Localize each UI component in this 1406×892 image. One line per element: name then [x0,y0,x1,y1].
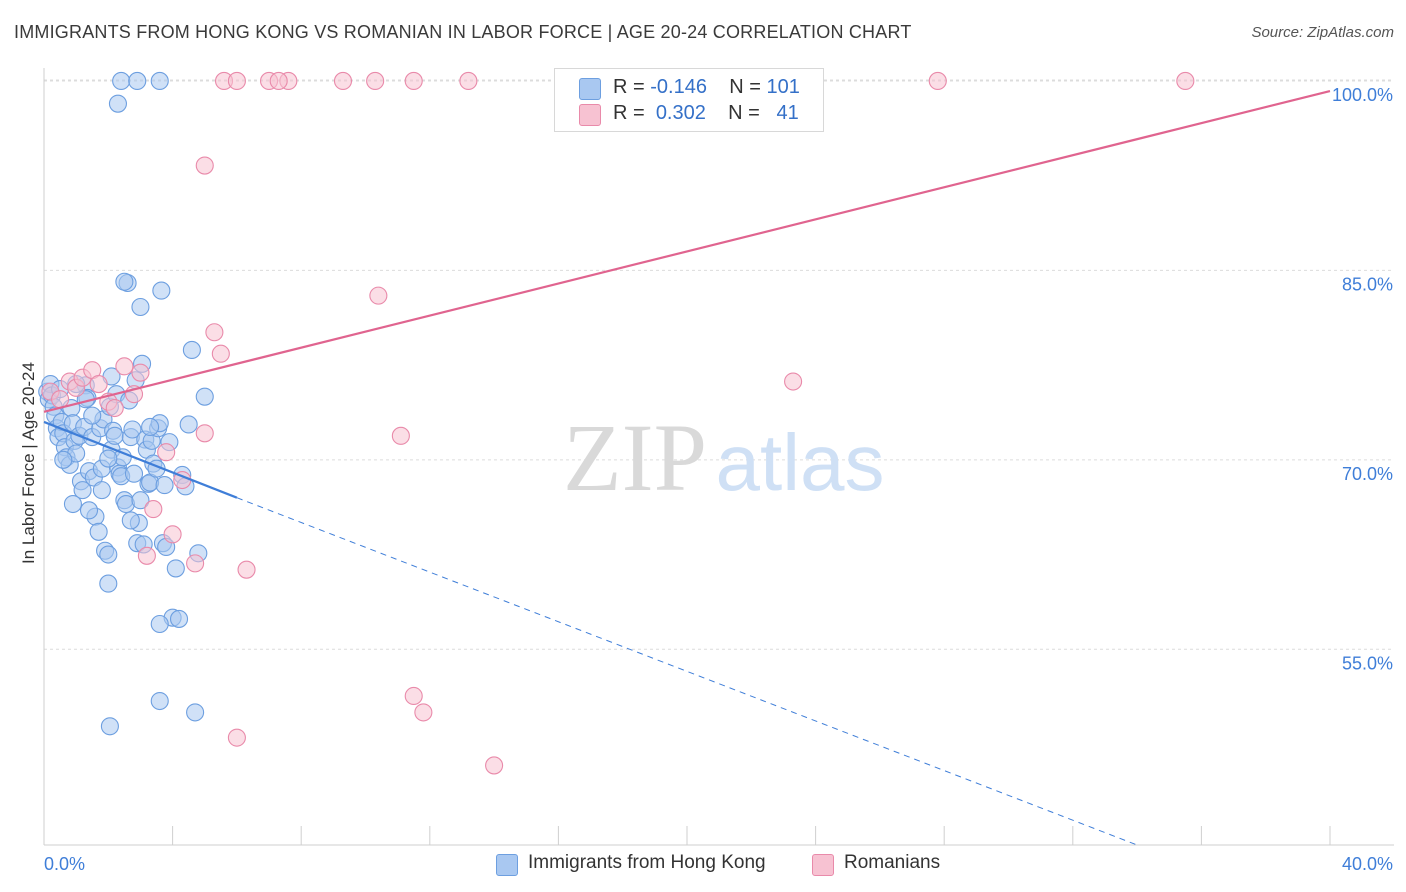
legend-n-value: 101 [766,76,800,98]
point-romanians [404,71,423,90]
point-hong-kong [63,494,82,514]
point-romanians [211,344,230,363]
point-hong-kong [150,614,169,634]
legend-n-value: 41 [776,102,799,124]
legend-label-romanians: Romanians [844,852,941,873]
trend-lines [43,89,1331,846]
trend-line-romanians [43,89,1331,413]
point-hong-kong [182,340,201,359]
point-romanians [391,426,410,445]
y-tick-label: 100.0% [1332,85,1393,105]
point-romanians [157,443,176,462]
point-romanians [186,554,205,573]
point-romanians [163,525,182,544]
chart-title: IMMIGRANTS FROM HONG KONG VS ROMANIAN IN… [14,22,912,42]
point-hong-kong [92,481,111,500]
legend-n-label: N = [728,102,760,124]
point-hong-kong [124,464,144,483]
point-hong-kong [108,94,127,113]
point-romanians [333,71,353,90]
point-hong-kong [99,545,118,564]
correlation-legend: R = -0.146 N = 101 R = 0.302 N = 41 [554,68,824,132]
point-hong-kong [112,71,131,90]
legend-n-label: N = [729,76,761,98]
point-hong-kong [99,574,118,593]
point-romanians [784,372,803,391]
legend-swatch-hong-kong [579,78,601,100]
axes [43,68,1394,846]
point-romanians [1176,71,1195,90]
point-hong-kong [166,559,185,578]
point-romanians [237,560,256,579]
y-tick-label: 85.0% [1342,274,1393,294]
point-romanians [485,756,504,775]
point-romanians [51,390,70,409]
x-tick-label: 40.0% [1342,854,1393,874]
point-hong-kong [105,426,124,445]
point-romanians [137,546,156,565]
point-hong-kong [89,522,108,541]
point-hong-kong [141,417,160,437]
x-tick-label: 0.0% [44,854,85,874]
point-hong-kong [100,717,119,736]
point-hong-kong [79,501,99,520]
point-hong-kong [83,406,102,425]
point-romanians [227,728,246,747]
legend-swatch-romanians [579,104,601,126]
point-romanians [269,71,288,90]
point-romanians [105,398,124,418]
point-hong-kong [169,609,189,628]
point-hong-kong [150,71,169,90]
y-tick-label: 55.0% [1342,653,1393,673]
point-romanians [366,71,385,90]
y-tick-label: 70.0% [1342,464,1393,484]
tick-labels: 55.0% 70.0% 85.0% 100.0% 0.0% 40.0% [44,85,1393,874]
point-hong-kong [152,281,171,300]
point-romanians [195,424,214,443]
y-axis-label: In Labor Force | Age 20-24 [19,362,38,564]
point-hong-kong [115,272,134,291]
point-hong-kong [73,481,92,500]
point-hong-kong [179,415,198,434]
legend-label-hong-kong: Immigrants from Hong Kong [528,852,766,873]
legend-r-value: 0.302 [655,102,706,124]
point-romanians [115,357,134,376]
point-romanians [369,286,388,305]
point-romanians [89,374,108,394]
point-hong-kong [155,476,174,495]
point-romanians [459,71,478,90]
legend-swatch-hong-kong [496,854,518,876]
trend-line-hong-kong [43,420,238,499]
source-label: Source: ZipAtlas.com [1251,24,1394,41]
watermark-zip: ZIP [563,404,707,511]
point-hong-kong [123,420,142,439]
point-romanians [195,156,214,175]
data-points [38,71,1195,775]
point-hong-kong [150,691,169,711]
legend-swatch-romanians [812,854,834,876]
trend-extension-hong-kong [236,497,1138,846]
legend-r-value: -0.146 [650,76,707,98]
point-romanians [404,686,423,706]
point-hong-kong [128,71,147,90]
legend-r-label: R = [613,76,645,98]
watermark-atlas: atlas [716,418,885,507]
point-hong-kong [121,511,140,530]
point-romanians [928,71,947,90]
legend-r-label: R = [613,102,645,124]
point-hong-kong [54,450,73,469]
point-hong-kong [186,703,205,722]
point-romanians [131,363,150,382]
point-hong-kong [131,491,150,510]
point-romanians [227,71,246,90]
point-romanians [205,323,224,342]
point-romanians [144,500,163,519]
point-romanians [414,703,433,722]
point-hong-kong [131,297,150,317]
watermark: ZIP atlas [563,404,884,511]
point-hong-kong [99,449,118,468]
point-hong-kong [195,387,214,406]
